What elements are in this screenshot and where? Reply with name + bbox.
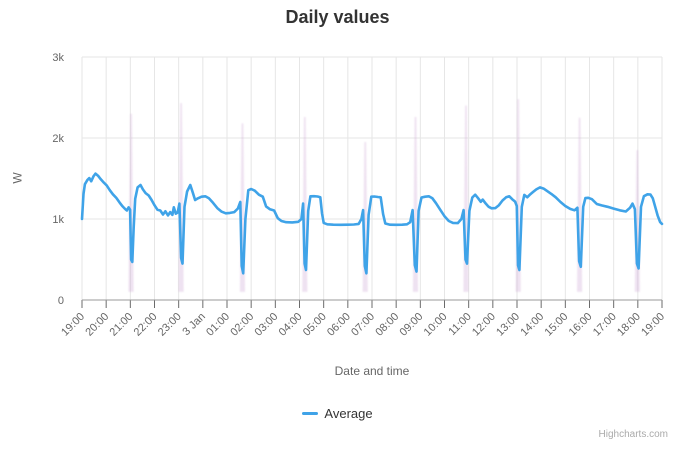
chart-title: Daily values xyxy=(285,7,390,27)
x-tick-label: 13:00 xyxy=(494,311,522,339)
range-spike xyxy=(128,113,134,292)
x-tick-label: 19:00 xyxy=(59,311,87,339)
x-tick-label: 19:00 xyxy=(639,311,667,339)
x-tick-label: 3 Jan xyxy=(180,311,208,339)
x-tick-label: 02:00 xyxy=(228,311,256,339)
x-tick-label: 22:00 xyxy=(132,311,160,339)
y-tick-label: 0 xyxy=(58,295,64,307)
x-tick-label: 06:00 xyxy=(325,311,353,339)
x-tick-label: 23:00 xyxy=(156,311,184,339)
x-tick-label: 18:00 xyxy=(615,311,643,339)
x-tick-label: 15:00 xyxy=(543,311,571,339)
highcharts-credits-link[interactable]: Highcharts.com xyxy=(598,429,668,440)
legend: Average xyxy=(0,406,675,421)
x-tick-label: 01:00 xyxy=(204,311,232,339)
legend-line-icon xyxy=(302,412,319,415)
x-tick-label: 20:00 xyxy=(83,311,111,339)
legend-label: Average xyxy=(324,406,373,421)
x-axis-title: Date and time xyxy=(334,364,410,378)
x-tick-label: 08:00 xyxy=(373,311,401,339)
x-tick-label: 09:00 xyxy=(398,311,426,339)
x-tick-label: 17:00 xyxy=(591,311,619,339)
x-tick-label: 14:00 xyxy=(518,311,546,339)
x-tick-label: 16:00 xyxy=(567,311,595,339)
x-tick-label: 07:00 xyxy=(349,311,377,339)
x-tick-label: 10:00 xyxy=(422,311,450,339)
x-tick-label: 11:00 xyxy=(446,311,473,338)
y-tick-label: 3k xyxy=(52,52,64,64)
x-tick-label: 03:00 xyxy=(253,311,281,339)
x-tick-label: 21:00 xyxy=(108,311,136,339)
x-tick-label: 12:00 xyxy=(470,311,498,339)
y-tick-label: 2k xyxy=(52,133,64,145)
x-tick-label: 04:00 xyxy=(277,311,305,339)
legend-item-average[interactable]: Average xyxy=(302,406,373,421)
average-series-line[interactable] xyxy=(80,172,664,275)
x-tick-label: 05:00 xyxy=(301,311,329,339)
y-tick-label: 1k xyxy=(52,214,64,226)
